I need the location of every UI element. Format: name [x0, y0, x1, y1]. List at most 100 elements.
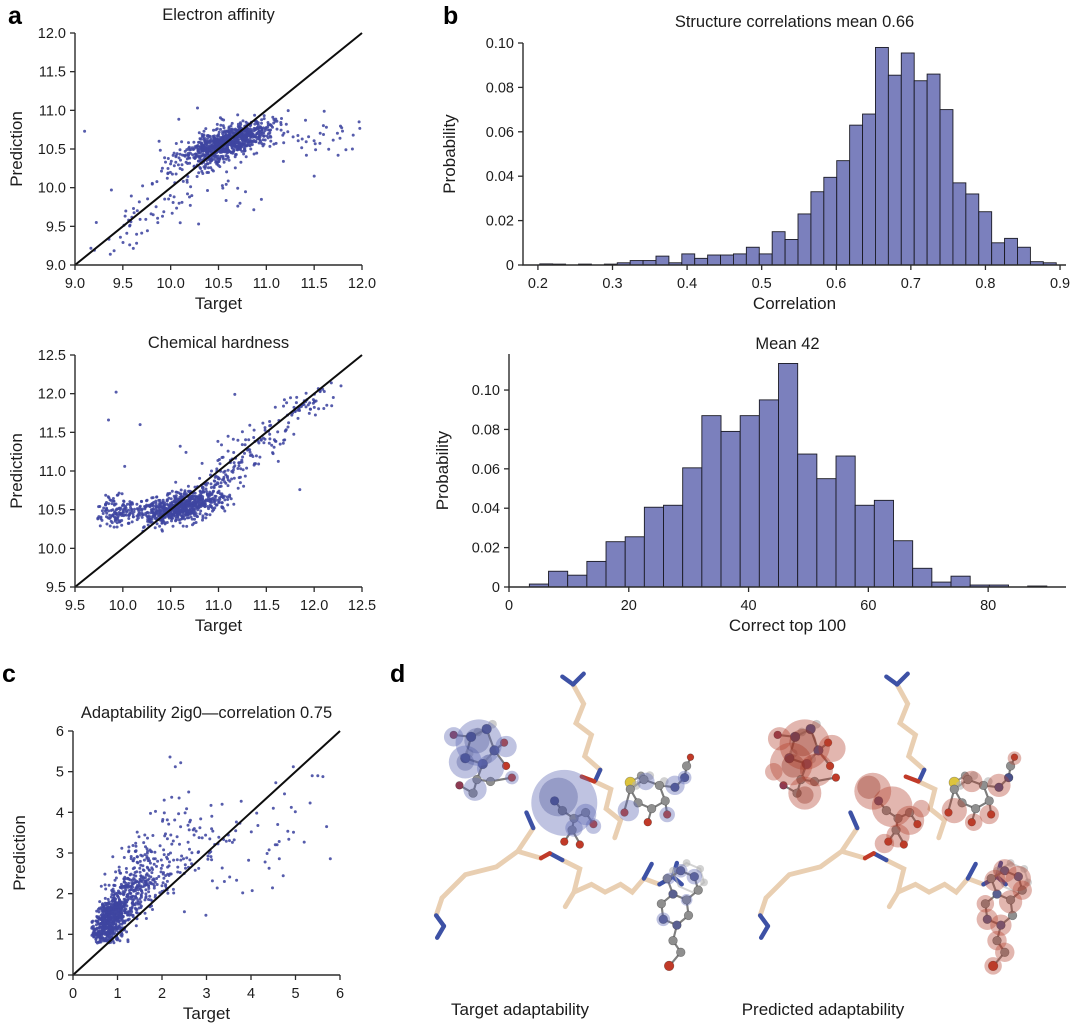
scatter-point: [298, 488, 302, 492]
scatter-point: [225, 170, 229, 174]
scatter-point: [178, 444, 182, 448]
scatter-point: [217, 130, 221, 134]
scatter-point: [136, 880, 140, 884]
scatter-point: [341, 129, 344, 133]
scatter-point: [174, 480, 178, 484]
scatter-point: [124, 867, 128, 870]
scatter-point: [163, 197, 167, 201]
scatter-point: [96, 517, 100, 521]
scatter-point: [137, 835, 141, 839]
scatter-point: [175, 858, 179, 862]
scatter-point: [101, 914, 104, 918]
scatter-point: [324, 125, 328, 129]
histogram-bar: [862, 113, 876, 266]
scatter-point: [107, 883, 111, 887]
scatter-point: [175, 206, 179, 210]
scatter-point: [191, 148, 195, 151]
scatter-point: [208, 837, 212, 841]
scatter-point: [186, 840, 190, 844]
scatter-point: [158, 524, 162, 528]
scatter-point: [134, 901, 138, 905]
scatter-point: [137, 509, 141, 513]
scatter-point: [286, 829, 290, 833]
y-tick-label: 6: [56, 724, 64, 740]
scatter-point: [136, 891, 140, 895]
scatter-point: [165, 837, 169, 841]
scatter-point: [167, 496, 171, 500]
y-tick-label: 11.0: [39, 464, 66, 480]
scatter-point: [188, 818, 192, 822]
scatter-point: [143, 880, 147, 883]
scatter-point: [183, 517, 187, 521]
scatter-point: [174, 497, 178, 501]
scatter-point: [171, 839, 175, 843]
scatter-point: [240, 149, 244, 153]
scatter-point: [132, 857, 136, 860]
scatter-point: [144, 892, 148, 896]
scatter-point: [153, 526, 157, 530]
scatter-point: [236, 122, 240, 126]
scatter-point: [178, 518, 182, 521]
scatter-point: [248, 450, 252, 454]
histogram-bar: [643, 506, 664, 588]
scatter-point: [118, 891, 122, 895]
scatter-point: [118, 520, 121, 524]
scatter-point: [187, 495, 191, 499]
x-tick-label: 12.0: [348, 276, 376, 292]
scatter-point: [154, 809, 157, 813]
scatter-point: [212, 134, 216, 138]
scatter-point: [286, 130, 290, 134]
scatter-point: [239, 799, 243, 803]
y-tick-label: 9.5: [46, 219, 66, 235]
scatter-point: [198, 476, 202, 480]
scatter-point: [205, 490, 208, 493]
scatter-point: [135, 830, 139, 834]
scatter-point: [146, 197, 150, 201]
scatter-point: [160, 169, 163, 173]
scatter-point: [158, 891, 162, 895]
scatter-point: [255, 811, 259, 815]
scatter-point: [260, 121, 263, 125]
histogram-bar: [978, 211, 993, 266]
scatter-point: [205, 151, 208, 155]
scatter-point: [129, 872, 133, 876]
scatter-point: [122, 499, 126, 503]
scatter-point: [199, 167, 203, 170]
scatter-point: [98, 935, 101, 939]
scatter-point: [226, 154, 230, 158]
scatter-point: [318, 390, 322, 394]
scatter-point: [240, 443, 244, 447]
scatter-point: [161, 518, 165, 522]
scatter-point: [313, 413, 317, 417]
scatter-point: [267, 866, 271, 870]
scatter-point: [101, 916, 105, 920]
scatter-point: [239, 160, 243, 164]
scatter-point: [226, 434, 230, 438]
scatter-point: [167, 864, 171, 868]
correct-top100-histogram: 0 20 40 60 80 0 0.02 0.04 0.06 0.08 0.10 Mean 42 Cor…: [433, 335, 1066, 635]
scatter-point: [226, 498, 230, 501]
scatter-point: [222, 150, 226, 154]
scatter-point: [241, 468, 245, 472]
scatter-point: [304, 405, 308, 409]
scatter-point: [220, 456, 224, 459]
scatter-point: [226, 179, 230, 183]
scatter-point: [100, 518, 104, 522]
scatter-point: [263, 437, 267, 441]
scatter-point: [206, 481, 210, 485]
scatter-point: [244, 438, 248, 442]
scatter-point: [111, 912, 115, 916]
scatter-point: [142, 841, 146, 845]
scatter-point: [228, 839, 231, 843]
scatter-point: [192, 508, 195, 512]
scatter-point: [244, 190, 247, 194]
scatter-point: [215, 142, 219, 146]
scatter-point: [157, 512, 161, 516]
scatter-point: [195, 144, 199, 148]
scatter-point: [239, 132, 243, 136]
scatter-point: [293, 810, 297, 814]
scatter-point: [166, 171, 170, 175]
scatter-point: [118, 913, 122, 916]
scatter-point: [304, 391, 308, 395]
scatter-point: [144, 845, 147, 849]
